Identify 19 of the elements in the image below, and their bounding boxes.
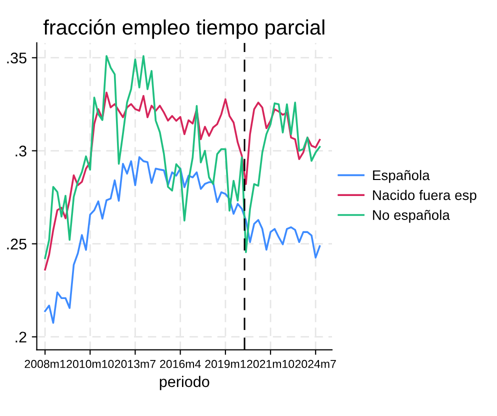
y-tick-label: .25 xyxy=(7,238,26,250)
y-tick-label: .35 xyxy=(7,52,26,64)
x-tick-label: 2008m1 xyxy=(24,360,66,368)
y-tick-label: .2 xyxy=(16,332,26,342)
x-tick-label: 2024m7 xyxy=(295,360,336,368)
x-axis-title: periodo xyxy=(160,376,210,390)
x-tick-label: 2021m10 xyxy=(247,360,294,368)
legend-label: Española xyxy=(373,170,430,183)
legend-label: No española xyxy=(373,210,450,223)
x-tick-label: 2019m1 xyxy=(205,360,246,368)
x-tick-label: 2010m10 xyxy=(66,360,114,368)
x-tick-label: 2016m4 xyxy=(160,360,201,368)
line-series xyxy=(44,92,321,271)
line-series xyxy=(44,156,321,324)
chart-title: fracción empleo tiempo parcial xyxy=(43,19,324,39)
y-tick-label: .3 xyxy=(16,146,26,156)
line-series xyxy=(44,55,321,260)
x-tick-label: 2013m7 xyxy=(114,360,156,368)
legend-label: Nacido fuera esp xyxy=(373,190,476,203)
